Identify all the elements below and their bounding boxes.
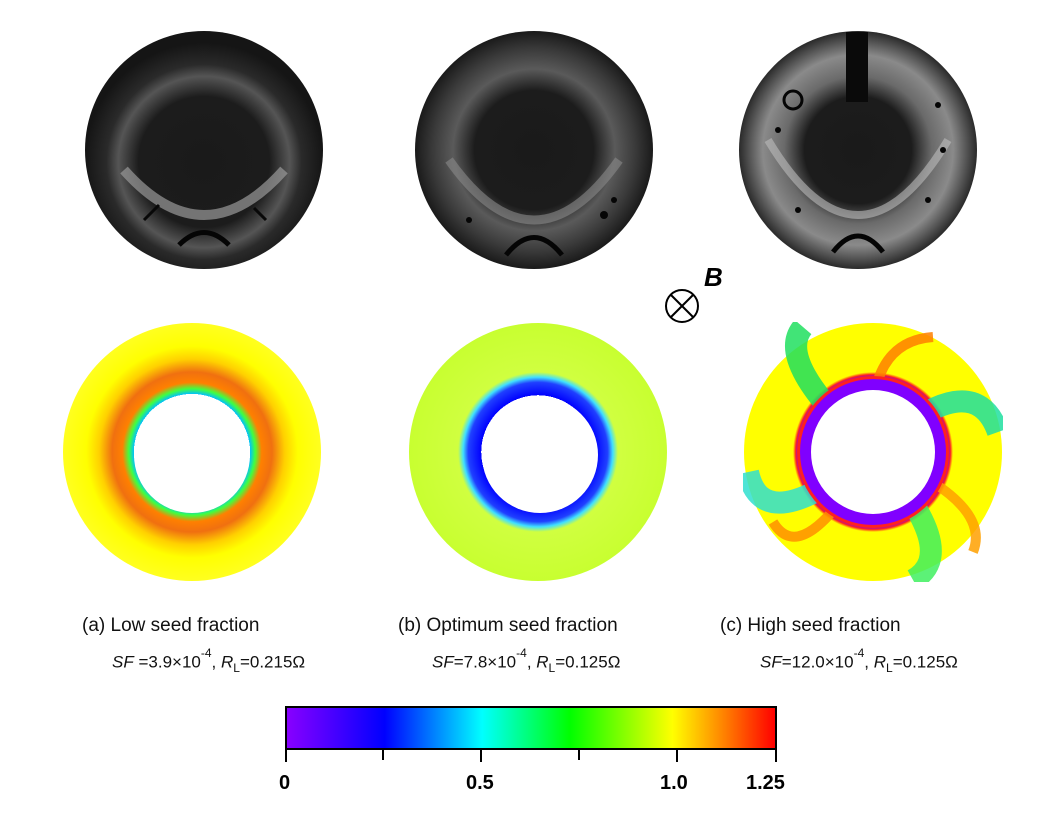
sf-value: =7.8×10	[453, 652, 517, 672]
rl-value: =0.125Ω	[555, 652, 621, 672]
rl-subscript: L	[886, 661, 893, 676]
sf-exponent: -4	[200, 646, 212, 660]
rl-subscript: L	[548, 661, 556, 676]
sf-symbol: SF	[432, 652, 454, 672]
colorbar-label-0: 0	[279, 772, 291, 794]
params-c: SF=12.0×10-4, RL=0.125Ω	[760, 646, 958, 676]
field-label: B	[704, 262, 723, 292]
into-page-icon	[665, 289, 699, 323]
sf-symbol: SF	[760, 652, 782, 672]
rl-subscript: L	[233, 661, 240, 676]
rl-value: =0.125Ω	[892, 652, 958, 672]
colorbar-ticks	[285, 750, 777, 762]
photo-optimum-seed	[415, 31, 653, 269]
caption-a: (a) Low seed fraction	[82, 615, 260, 636]
caption-b: (b) Optimum seed fraction	[398, 615, 618, 636]
simulation-optimum-seed	[409, 323, 667, 581]
params-b: SF=7.8×10-4, RL=0.125Ω	[432, 646, 621, 676]
sf-symbol: SF	[112, 652, 134, 672]
colorbar	[285, 706, 777, 750]
rl-value: =0.215Ω	[239, 652, 306, 672]
sf-exponent: -4	[853, 646, 865, 660]
simulation-high-seed	[743, 322, 1003, 582]
photo-high-seed	[739, 31, 977, 269]
colorbar-label-1-25: 1.25	[746, 772, 785, 794]
caption-c: (c) High seed fraction	[720, 615, 901, 636]
sf-value: =12.0×10	[781, 652, 854, 672]
colorbar-label-1-0: 1.0	[660, 772, 688, 794]
sf-exponent: -4	[516, 646, 527, 660]
simulation-low-seed	[63, 323, 321, 581]
params-a: SF =3.9×10-4, RL=0.215Ω	[112, 646, 306, 676]
photo-low-seed	[85, 31, 323, 269]
colorbar-label-0-5: 0.5	[466, 772, 494, 794]
sf-value: =3.9×10	[133, 652, 201, 672]
magnetic-field-indicator: B	[662, 262, 752, 332]
